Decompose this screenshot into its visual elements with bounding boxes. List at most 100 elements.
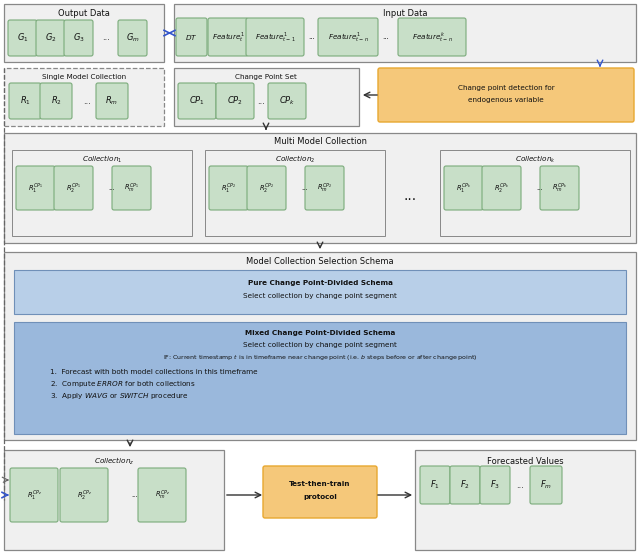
FancyBboxPatch shape <box>40 83 72 119</box>
Text: ...: ... <box>516 481 524 490</box>
Text: Multi Model Collection: Multi Model Collection <box>273 138 367 146</box>
Text: Change Point Set: Change Point Set <box>235 74 297 80</box>
Text: ...: ... <box>257 97 265 106</box>
Text: 3.  Apply $WAVG$ or $SWITCH$ procedure: 3. Apply $WAVG$ or $SWITCH$ procedure <box>50 391 189 401</box>
Text: Mixed Change Point-Divided Schema: Mixed Change Point-Divided Schema <box>245 330 395 336</box>
Text: $R_1^{CP_2}$: $R_1^{CP_2}$ <box>221 181 236 195</box>
FancyBboxPatch shape <box>10 468 58 522</box>
FancyBboxPatch shape <box>138 468 186 522</box>
Text: Change point detection for: Change point detection for <box>458 85 554 91</box>
Bar <box>14 270 626 314</box>
Bar <box>4 133 636 243</box>
Bar <box>4 4 164 62</box>
FancyBboxPatch shape <box>36 20 65 56</box>
FancyBboxPatch shape <box>420 466 450 504</box>
Text: $Feature^1_{t-n}$: $Feature^1_{t-n}$ <box>328 30 369 44</box>
Bar <box>4 68 164 126</box>
Text: 2.  Compute $ERROR$ for both collections: 2. Compute $ERROR$ for both collections <box>50 379 196 389</box>
Text: $Feature^1_t$: $Feature^1_t$ <box>212 30 244 44</box>
Text: 1.  Forecast with both model collections in this timeframe: 1. Forecast with both model collections … <box>50 369 258 375</box>
Text: ...: ... <box>301 185 308 191</box>
FancyBboxPatch shape <box>480 466 510 504</box>
Text: $R_m^{CP_1}$: $R_m^{CP_1}$ <box>124 181 139 195</box>
FancyBboxPatch shape <box>176 18 207 56</box>
Text: ...: ... <box>403 189 417 203</box>
Text: Select collection by change point segment: Select collection by change point segmen… <box>243 293 397 299</box>
Text: $G_1$: $G_1$ <box>17 32 28 44</box>
Text: $R_m^{CP_2}$: $R_m^{CP_2}$ <box>317 181 332 195</box>
FancyBboxPatch shape <box>54 166 93 210</box>
Text: $R_m$: $R_m$ <box>106 94 118 107</box>
FancyBboxPatch shape <box>96 83 128 119</box>
FancyBboxPatch shape <box>60 468 108 522</box>
Bar <box>4 252 636 440</box>
Text: Single Model Collection: Single Model Collection <box>42 74 126 80</box>
Text: endogenous variable: endogenous variable <box>468 97 544 103</box>
FancyBboxPatch shape <box>444 166 483 210</box>
Text: Input Data: Input Data <box>383 8 428 17</box>
Bar <box>205 150 385 236</box>
Text: ...: ... <box>383 34 389 40</box>
Text: Forecasted Values: Forecasted Values <box>486 457 563 466</box>
Text: $R_2^{CP_z}$: $R_2^{CP_z}$ <box>77 488 92 502</box>
Text: $F_1$: $F_1$ <box>430 479 440 491</box>
FancyBboxPatch shape <box>318 18 378 56</box>
Text: $G_3$: $G_3$ <box>72 32 84 44</box>
Text: ...: ... <box>536 185 543 191</box>
Text: ...: ... <box>131 492 137 498</box>
Bar <box>440 150 630 236</box>
Text: Pure Change Point-Divided Schema: Pure Change Point-Divided Schema <box>248 280 392 286</box>
Text: Select collection by change point segment: Select collection by change point segmen… <box>243 342 397 348</box>
FancyBboxPatch shape <box>246 18 304 56</box>
Text: ...: ... <box>83 97 91 106</box>
Bar <box>4 450 224 550</box>
FancyBboxPatch shape <box>247 166 286 210</box>
Text: $R_1^{CP_z}$: $R_1^{CP_z}$ <box>27 488 42 502</box>
Text: $R_1^{CP_k}$: $R_1^{CP_k}$ <box>456 181 471 195</box>
FancyBboxPatch shape <box>112 166 151 210</box>
FancyBboxPatch shape <box>16 166 55 210</box>
Text: $F_3$: $F_3$ <box>490 479 500 491</box>
FancyBboxPatch shape <box>263 466 377 518</box>
Bar <box>415 450 635 550</box>
Text: $Feature^k_{t-n}$: $Feature^k_{t-n}$ <box>412 30 452 44</box>
Text: $Collection_1$: $Collection_1$ <box>82 153 122 164</box>
Text: $R_2^{CP_1}$: $R_2^{CP_1}$ <box>66 181 81 195</box>
FancyBboxPatch shape <box>530 466 562 504</box>
Text: ...: ... <box>108 185 115 191</box>
FancyBboxPatch shape <box>305 166 344 210</box>
FancyBboxPatch shape <box>216 83 254 119</box>
Text: Test-then-train: Test-then-train <box>289 481 351 487</box>
Bar <box>14 322 626 434</box>
Text: $G_m$: $G_m$ <box>125 32 140 44</box>
Text: $R_2$: $R_2$ <box>51 94 61 107</box>
FancyBboxPatch shape <box>64 20 93 56</box>
Text: ...: ... <box>308 34 316 40</box>
FancyBboxPatch shape <box>9 83 41 119</box>
FancyBboxPatch shape <box>398 18 466 56</box>
Text: $Collection_k$: $Collection_k$ <box>515 153 556 164</box>
Bar <box>12 150 192 236</box>
Text: $CP_k$: $CP_k$ <box>279 94 295 107</box>
Bar <box>174 68 359 126</box>
Bar <box>174 4 636 62</box>
Text: $R_2^{CP_k}$: $R_2^{CP_k}$ <box>494 181 509 195</box>
FancyBboxPatch shape <box>268 83 306 119</box>
FancyBboxPatch shape <box>208 18 248 56</box>
Text: $F_2$: $F_2$ <box>460 479 470 491</box>
Text: $DT$: $DT$ <box>185 32 198 41</box>
Text: $F_m$: $F_m$ <box>540 479 552 491</box>
Text: Output Data: Output Data <box>58 8 110 17</box>
Text: $R_m^{CP_k}$: $R_m^{CP_k}$ <box>552 181 567 195</box>
Text: $Collection_z$: $Collection_z$ <box>93 456 134 467</box>
Text: $CP_2$: $CP_2$ <box>227 94 243 107</box>
Text: $R_2^{CP_2}$: $R_2^{CP_2}$ <box>259 181 274 195</box>
FancyBboxPatch shape <box>178 83 216 119</box>
Text: Model Collection Selection Schema: Model Collection Selection Schema <box>246 257 394 266</box>
Text: $CP_1$: $CP_1$ <box>189 94 205 107</box>
Text: ...: ... <box>102 34 111 42</box>
Text: $R_m^{CP_z}$: $R_m^{CP_z}$ <box>155 489 170 501</box>
FancyBboxPatch shape <box>209 166 248 210</box>
Text: IF: Current timestamp $t$ is in timeframe near change point (i.e. $b$ steps befo: IF: Current timestamp $t$ is in timefram… <box>163 353 477 362</box>
Text: $R_1$: $R_1$ <box>20 94 31 107</box>
